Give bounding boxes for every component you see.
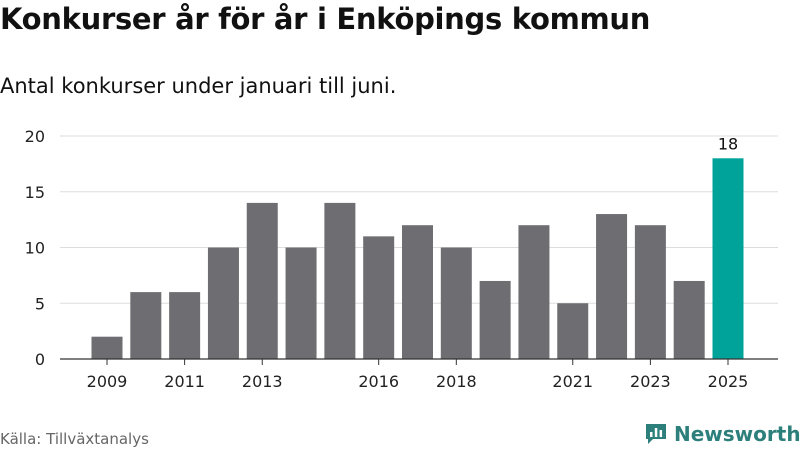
x-tick-label: 2018	[436, 372, 477, 391]
brand-name: Newsworthy	[674, 422, 800, 446]
bar-2016	[363, 236, 395, 359]
bar-2024	[673, 280, 705, 359]
bar-2013	[246, 202, 278, 359]
x-tick-label: 2013	[242, 372, 283, 391]
x-tick-label: 2016	[358, 372, 399, 391]
bar-2015	[324, 202, 356, 359]
bar-2018	[440, 247, 472, 359]
x-tick-label: 2021	[552, 372, 593, 391]
y-tick-label: 20	[25, 127, 45, 146]
newsworthy-logo-icon	[646, 424, 666, 444]
bar-2010	[130, 292, 162, 359]
brand-logo: Newsworthy	[644, 420, 800, 448]
chart-subtitle: Antal konkurser under januari till juni.	[0, 74, 397, 98]
x-tick-label: 2025	[708, 372, 749, 391]
bar-2014	[285, 247, 317, 359]
x-tick-label: 2009	[87, 372, 128, 391]
data-label: 18	[718, 134, 738, 153]
y-tick-label: 5	[35, 294, 45, 313]
bar-2023	[634, 225, 666, 359]
y-tick-label: 15	[25, 183, 45, 202]
bar-2009	[91, 336, 123, 359]
bar-2021	[557, 303, 589, 359]
bar-2012	[207, 247, 239, 359]
bar-chart: 0 5 10 15 20 2009 2011 2013 2016 2018 2021 2023 2025…	[25, 127, 778, 391]
bar-2019	[479, 280, 511, 359]
y-tick-label: 0	[35, 350, 45, 369]
bar-2025	[712, 158, 744, 359]
x-tick-label: 2023	[630, 372, 671, 391]
chart-title: Konkurser år för år i Enköpings kommun	[0, 2, 651, 36]
y-tick-label: 10	[25, 239, 45, 258]
bar-2020	[518, 225, 550, 359]
bar-2011	[169, 292, 201, 359]
bar-2022	[596, 214, 628, 359]
x-tick-label: 2011	[164, 372, 205, 391]
source-note: Källa: Tillväxtanalys	[0, 430, 149, 448]
bar-2017	[402, 225, 433, 359]
